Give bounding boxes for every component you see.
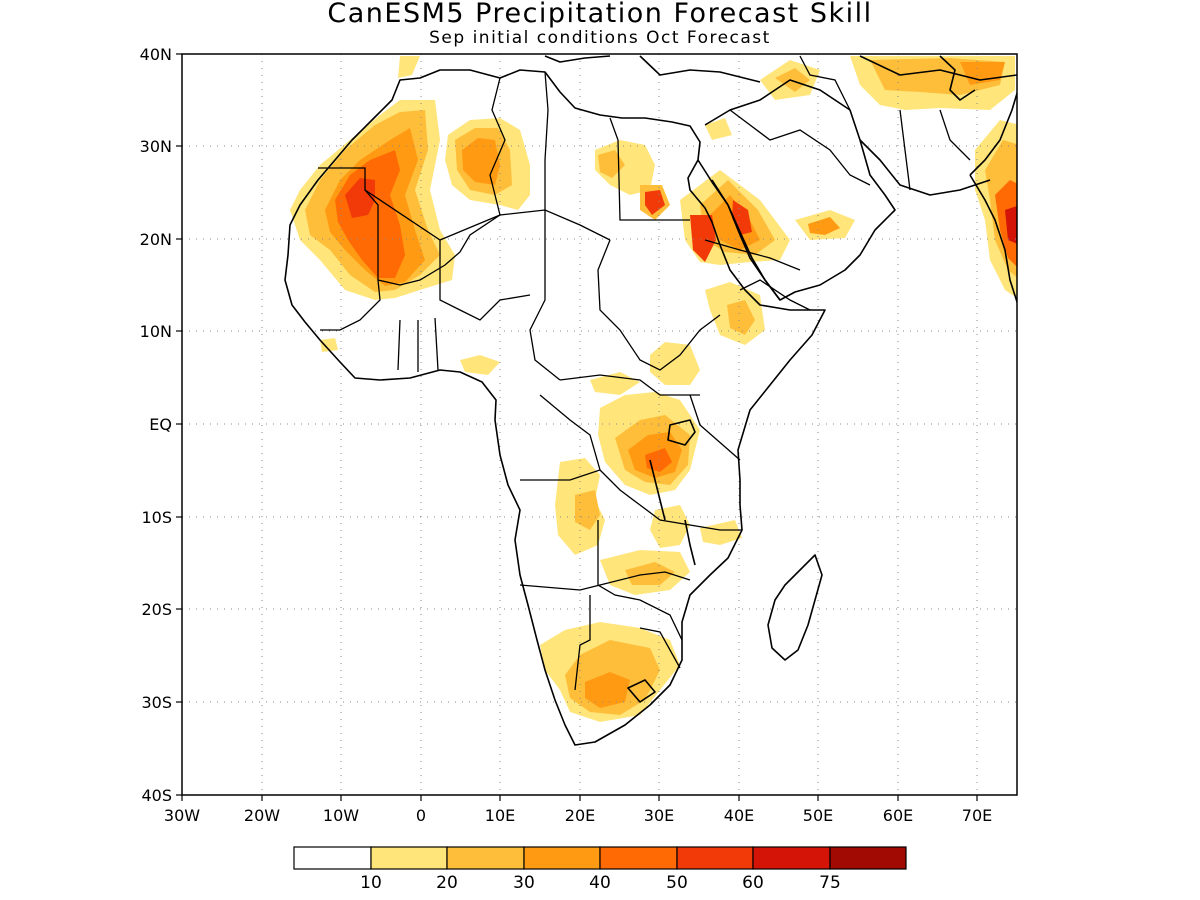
colorbar-label: 10 bbox=[360, 873, 382, 893]
colorbar: 10 20 30 40 50 60 75 bbox=[293, 846, 907, 893]
lat-label: 30N bbox=[140, 137, 172, 156]
country-border bbox=[609, 117, 690, 221]
country-border bbox=[320, 279, 381, 331]
country-border bbox=[597, 520, 683, 641]
lon-label: 10E bbox=[485, 806, 515, 825]
lon-label: 30E bbox=[644, 806, 674, 825]
lon-label: 50E bbox=[803, 806, 833, 825]
skill-area-tanzania bbox=[650, 505, 690, 548]
country-border bbox=[439, 240, 531, 321]
lon-label: 0 bbox=[416, 806, 426, 825]
persian-gulf-coast bbox=[859, 139, 991, 196]
madagascar bbox=[767, 554, 823, 661]
colorbar-swatch bbox=[370, 846, 448, 870]
lon-label: 60E bbox=[883, 806, 913, 825]
colorbar-swatch bbox=[752, 846, 831, 870]
lon-label: 30W bbox=[164, 806, 200, 825]
skill-shading bbox=[290, 56, 1017, 722]
country-border bbox=[489, 77, 506, 216]
skill-area-sudan bbox=[650, 342, 700, 385]
country-border bbox=[597, 239, 721, 371]
country-border bbox=[574, 595, 591, 691]
skill-area-ethiopia bbox=[727, 300, 755, 335]
country-border bbox=[529, 210, 561, 381]
country-border bbox=[639, 627, 681, 669]
colorbar-label: 75 bbox=[819, 873, 841, 893]
skill-area-red-sea bbox=[690, 215, 716, 262]
skill-area-south-africa bbox=[585, 672, 630, 708]
country-border bbox=[704, 239, 801, 271]
lat-label: 40N bbox=[140, 45, 172, 64]
skill-area-mozambique bbox=[700, 520, 742, 545]
arabia-coastline bbox=[704, 79, 896, 301]
skill-area-angola bbox=[575, 490, 600, 530]
lake-tanganyika bbox=[649, 459, 666, 521]
country-border bbox=[729, 109, 871, 186]
skill-area-middle-east bbox=[960, 62, 1005, 85]
lon-label: 70E bbox=[962, 806, 992, 825]
lat-label: 40S bbox=[141, 786, 172, 805]
colorbar-swatch bbox=[523, 846, 601, 870]
latitude-labels: 40N 30N 20N 10N EQ 10S 20S 30S 40S bbox=[140, 45, 172, 805]
country-border bbox=[689, 394, 741, 461]
country-border bbox=[599, 469, 742, 531]
lake-malawi bbox=[684, 519, 696, 566]
lake-victoria bbox=[667, 419, 696, 446]
borders bbox=[318, 55, 971, 691]
skill-area-india bbox=[1005, 206, 1017, 244]
map-title: CanESM5 Precipitation Forecast Skill bbox=[327, 0, 873, 29]
colorbar-label: 50 bbox=[666, 873, 688, 893]
lat-label: 20S bbox=[141, 600, 172, 619]
lon-label: 40E bbox=[724, 806, 754, 825]
country-border bbox=[519, 571, 691, 591]
lat-label: 10N bbox=[140, 322, 172, 341]
skill-area-egypt bbox=[645, 190, 665, 215]
colorbar-swatch bbox=[829, 846, 907, 870]
skill-area-west-africa bbox=[590, 372, 640, 395]
lon-label: 10W bbox=[323, 806, 359, 825]
skill-area-arabia bbox=[808, 217, 840, 235]
lat-label: 10S bbox=[141, 508, 172, 527]
colorbar-label: 20 bbox=[436, 873, 458, 893]
skill-area-mediterranean bbox=[398, 56, 420, 78]
africa-coastline bbox=[284, 69, 826, 746]
skill-area-west-africa bbox=[460, 355, 500, 375]
map-subtitle: Sep initial conditions Oct Forecast bbox=[429, 28, 771, 48]
lesotho bbox=[627, 679, 656, 703]
lat-label: 20N bbox=[140, 230, 172, 249]
skill-area-india bbox=[995, 180, 1017, 267]
caspian-coast bbox=[939, 55, 976, 101]
country-border bbox=[318, 167, 611, 286]
country-border bbox=[799, 55, 851, 111]
skill-area-west-sahara bbox=[345, 178, 375, 218]
country-border bbox=[559, 374, 700, 396]
coastlines bbox=[284, 55, 1017, 746]
colorbar-swatch bbox=[676, 846, 754, 870]
colorbar-label: 60 bbox=[742, 873, 764, 893]
country-border bbox=[544, 71, 549, 210]
longitude-labels: 30W 20W 10W 0 10E 20E 30E 40E 50E 60E 70… bbox=[164, 806, 992, 825]
skill-area-west-sahara bbox=[335, 150, 405, 278]
country-border bbox=[899, 109, 971, 191]
colorbar-swatch bbox=[293, 846, 372, 870]
colorbar-label: 40 bbox=[589, 873, 611, 893]
country-border bbox=[739, 279, 811, 311]
colorbar-label: 30 bbox=[513, 873, 535, 893]
tick-marks bbox=[176, 53, 978, 801]
colorbar-swatch bbox=[446, 846, 525, 870]
lon-label: 20W bbox=[244, 806, 280, 825]
india-coastline bbox=[969, 90, 1017, 305]
mediterranean-north-coast bbox=[544, 55, 1017, 83]
skill-area-anatolia bbox=[705, 118, 732, 140]
country-border bbox=[397, 317, 439, 372]
lat-label: EQ bbox=[149, 415, 172, 434]
lon-label: 20E bbox=[565, 806, 595, 825]
lat-label: 30S bbox=[141, 693, 172, 712]
colorbar-swatch bbox=[599, 846, 678, 870]
skill-area-west-africa bbox=[320, 338, 338, 352]
